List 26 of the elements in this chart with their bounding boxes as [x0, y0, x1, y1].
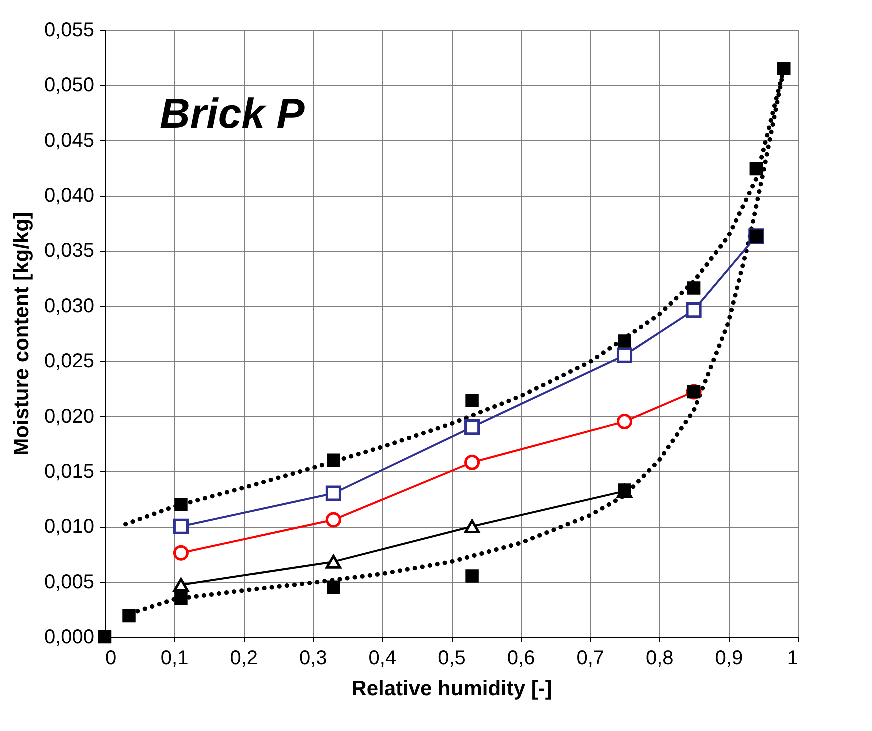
- x-tick-label: 0,5: [438, 648, 466, 670]
- y-tick-label: 0,015: [44, 460, 94, 483]
- y-tick-label: 0,045: [44, 130, 94, 152]
- y-axis-title: Moisture content [kg/kg]: [10, 212, 34, 456]
- y-tick-label: 0,050: [44, 74, 94, 97]
- y-tick-label: 0,000: [44, 626, 94, 648]
- annotation: Brick P: [160, 90, 306, 137]
- y-tick-label: 0,035: [44, 240, 94, 262]
- x-tick-label: 0,6: [507, 648, 536, 670]
- y-tick-label: 0,040: [44, 185, 94, 208]
- x-tick-label: 0,2: [230, 648, 258, 670]
- y-tick-label: 0,055: [44, 20, 94, 42]
- x-axis-title: Relative humidity [-]: [352, 678, 552, 700]
- x-tick-label: 1: [787, 648, 798, 670]
- x-tick-label: 0,9: [715, 648, 744, 670]
- y-tick-label: 0,025: [44, 350, 94, 373]
- y-tick-label: 0,010: [44, 516, 94, 538]
- x-tick-label: 0,4: [368, 648, 397, 670]
- x-tick-label: 0,8: [646, 648, 674, 670]
- x-tick-label: 0,3: [299, 648, 328, 670]
- y-tick-label: 0,030: [44, 295, 94, 318]
- y-tick-label: 0,020: [44, 406, 94, 428]
- x-tick-label: 0,7: [576, 648, 605, 670]
- y-tick-label: 0,005: [44, 571, 94, 594]
- x-tick-label: 0,1: [160, 648, 189, 670]
- x-tick-label: 0: [106, 648, 117, 670]
